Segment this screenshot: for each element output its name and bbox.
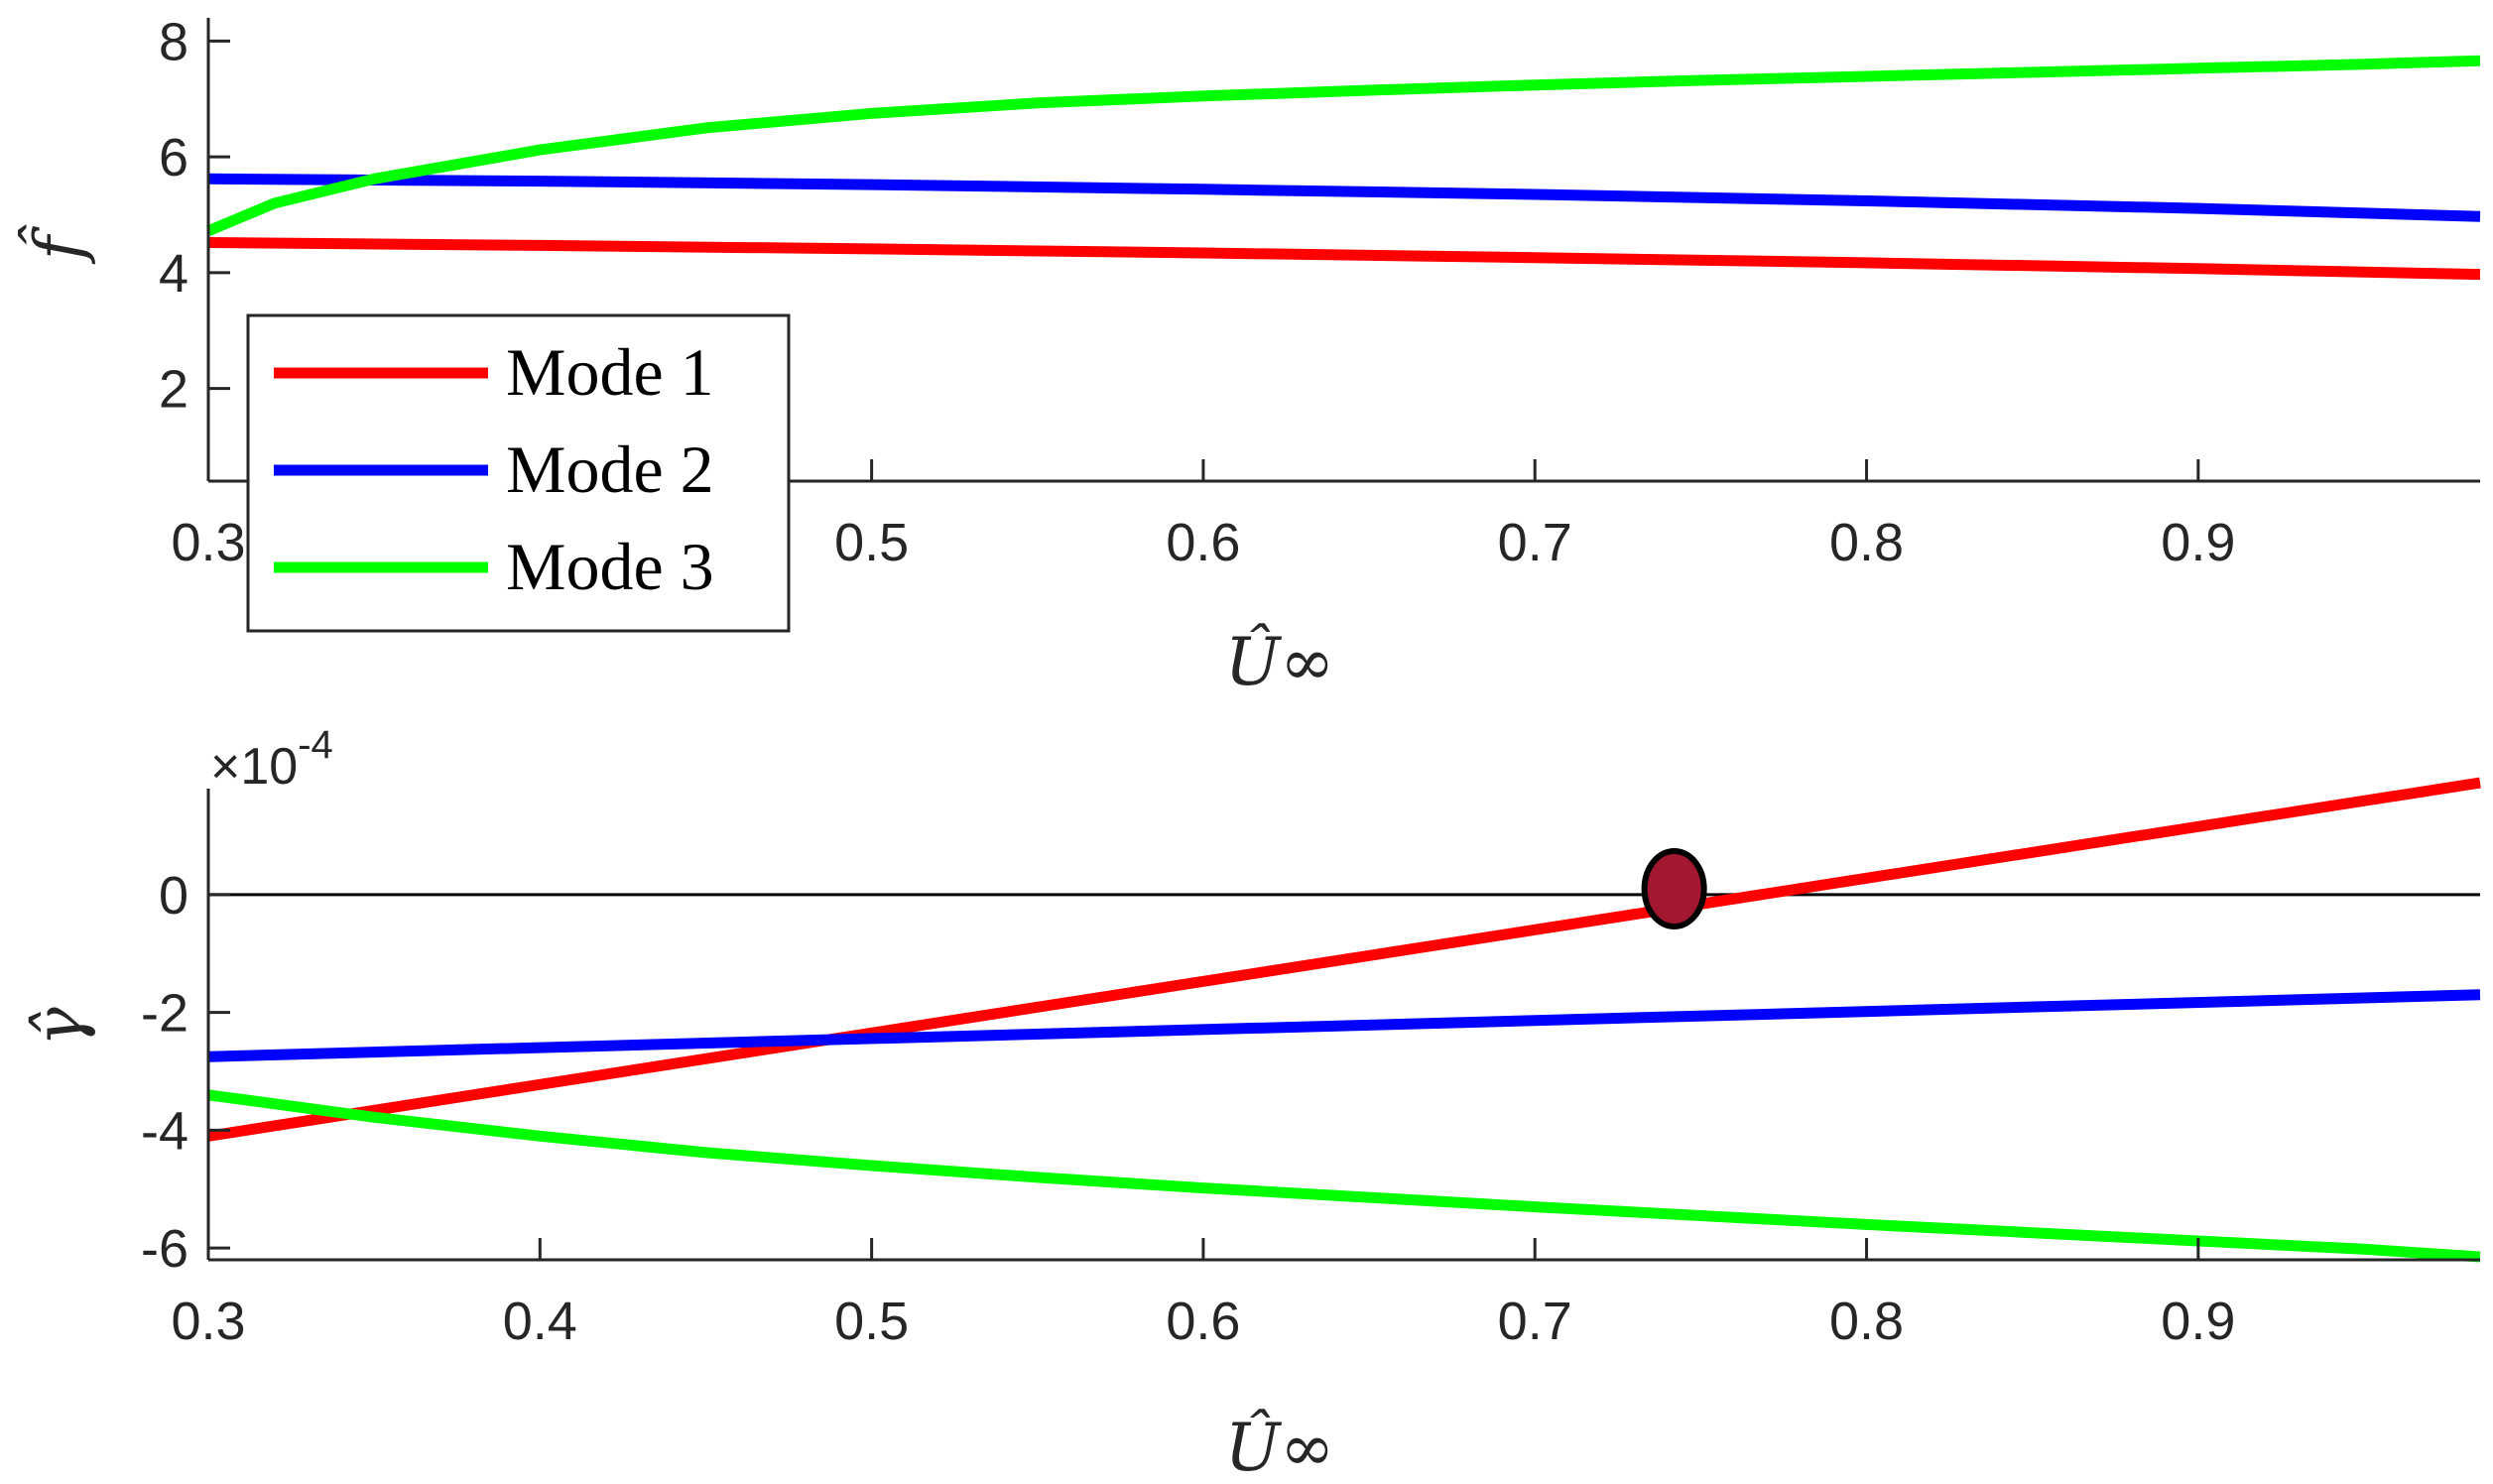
y-tick-label: 6 [159, 128, 188, 187]
series-line-mode-1 [207, 777, 2481, 1142]
x-tick-label: 0.6 [1166, 513, 1240, 572]
y-tick-label: 4 [159, 244, 188, 304]
x-tick-label: 0.4 [503, 1292, 577, 1351]
series-line-mode-3 [207, 1089, 2481, 1263]
x-tick-label: 0.7 [1498, 1292, 1572, 1351]
y-tick-label: -6 [141, 1219, 188, 1279]
x-tick-label: 0.8 [1829, 513, 1904, 572]
legend-label-mode-1: Mode 1 [506, 334, 714, 410]
x-axis-label: Û∞ [1225, 624, 1335, 700]
x-tick-label: 0.5 [834, 1292, 909, 1351]
x-tick-label: 0.3 [171, 1292, 245, 1351]
x-tick-label: 0.3 [171, 513, 245, 572]
series-line-mode-2 [207, 989, 2481, 1062]
x-tick-label: 0.9 [2161, 1292, 2235, 1351]
y-tick-label: -4 [141, 1101, 188, 1161]
y-tick-label: 0 [159, 866, 188, 926]
x-axis-label: Û∞ [1225, 1410, 1335, 1484]
x-tick-label: 0.5 [834, 513, 909, 572]
y-tick-label: -2 [141, 984, 188, 1044]
legend-label-mode-3: Mode 3 [506, 529, 714, 604]
y-axis-exponent: ×10-4 [210, 723, 333, 796]
y-tick-label: 8 [159, 12, 188, 71]
series-line-mode-3 [205, 55, 2481, 236]
y-axis-label: f̂ [19, 224, 97, 265]
damping-plot: 0.3 0.4 0.5 0.6 0.7 0.8 0.9 -6 -4 -2 0 Û∞ γ̂ ×10-4 [21, 723, 2481, 1484]
x-tick-label: 0.7 [1498, 513, 1572, 572]
y-axis-label: γ̂ [21, 1007, 97, 1047]
x-tick-label: 0.9 [2161, 513, 2235, 572]
series-line-mode-1 [207, 237, 2481, 281]
critical-point-marker [1641, 847, 1707, 929]
y-tick-label: 2 [159, 360, 188, 420]
x-tick-label: 0.6 [1166, 1292, 1240, 1351]
legend-label-mode-2: Mode 2 [506, 432, 714, 507]
series-line-mode-2 [207, 173, 2481, 222]
legend: Mode 1 Mode 2 Mode 3 [246, 313, 791, 633]
x-tick-label: 0.8 [1829, 1292, 1904, 1351]
